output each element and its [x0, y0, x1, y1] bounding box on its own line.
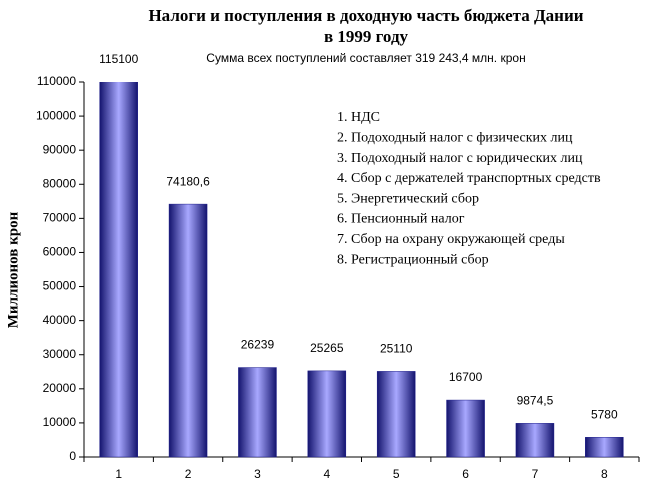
- bar: [99, 82, 138, 458]
- bar: [238, 367, 277, 458]
- x-tick-label: 5: [393, 467, 400, 481]
- chart-title: в 1999 году: [324, 27, 409, 46]
- bars: [99, 82, 624, 458]
- value-label: 25110: [380, 342, 413, 356]
- y-tick-label: 50000: [43, 279, 77, 293]
- y-tick-label: 10000: [43, 415, 77, 429]
- value-label: 115100: [99, 52, 138, 66]
- bar: [585, 437, 624, 458]
- x-tick-label: 1: [115, 467, 122, 481]
- value-label: 5780: [591, 407, 618, 421]
- legend-item: 2. Подоходный налог с физических лиц: [337, 131, 573, 146]
- legend-item: 7. Сбор на охрану окружающей среды: [337, 232, 565, 247]
- value-label: 9874,5: [517, 394, 554, 408]
- x-tick-label: 6: [462, 467, 469, 481]
- y-tick-label: 0: [69, 449, 76, 463]
- y-tick-label: 70000: [43, 211, 77, 225]
- legend-item: 4. Сбор с держателей транспортных средст…: [337, 171, 601, 186]
- x-tick-label: 3: [254, 467, 261, 481]
- x-tick-label: 7: [532, 467, 539, 481]
- y-tick-label: 40000: [43, 313, 77, 327]
- legend-item: 6. Пенсионный налог: [337, 212, 465, 227]
- x-tick-label: 4: [323, 467, 330, 481]
- value-label: 16700: [449, 370, 483, 384]
- bar: [515, 423, 555, 458]
- y-axis-label: Миллионов крон: [5, 211, 21, 328]
- y-tick-label: 30000: [43, 347, 77, 361]
- x-tick-label: 8: [601, 467, 608, 481]
- y-tick-label: 60000: [43, 245, 77, 259]
- y-tick-label: 100000: [36, 108, 76, 122]
- legend-item: 8. Регистрационный сбор: [337, 252, 489, 267]
- x-tick-label: 2: [185, 467, 192, 481]
- y-tick-label: 80000: [43, 176, 77, 190]
- bar: [168, 203, 208, 458]
- chart-title: Налоги и поступления в доходную часть бю…: [148, 6, 583, 25]
- bar: [446, 399, 485, 458]
- legend-item: 1. НДС: [337, 110, 380, 125]
- bar: [376, 371, 416, 458]
- value-label: 26239: [241, 338, 275, 352]
- y-tick-label: 20000: [43, 381, 77, 395]
- value-label: 74180,6: [166, 174, 210, 188]
- value-label: 25265: [310, 341, 344, 355]
- bar: [307, 370, 347, 458]
- chart-subtitle: Сумма всех поступлений составляет 319 24…: [206, 51, 525, 65]
- legend-item: 3. Подоходный налог с юридических лиц: [337, 151, 583, 166]
- y-tick-label: 110000: [37, 74, 76, 88]
- y-tick-label: 90000: [43, 142, 77, 156]
- legend-item: 5. Энергетический сбор: [337, 191, 479, 206]
